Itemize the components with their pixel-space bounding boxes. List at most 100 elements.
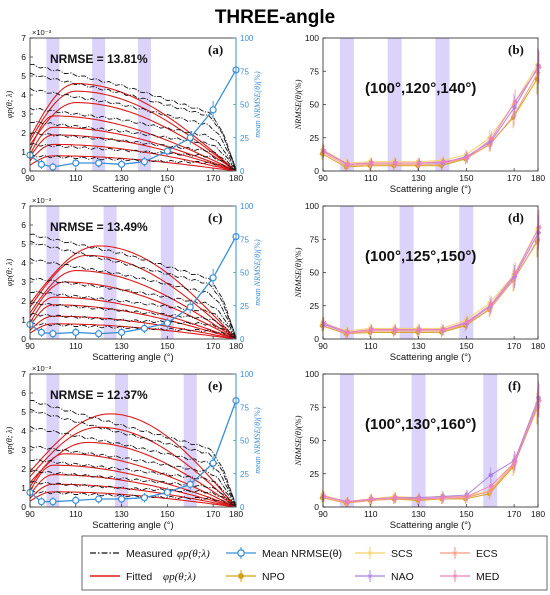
fitted-curve	[29, 102, 237, 172]
nrmse-panel: 0 25 50 75 100 90 110 130 150 170 180 Scattering an…	[293, 369, 545, 531]
measured-curve	[29, 290, 237, 340]
figure-title: THREE-angle	[215, 7, 335, 28]
fitted-curve	[29, 491, 237, 508]
legend-mean-marker	[226, 547, 256, 559]
right-tick-label: 100	[240, 34, 254, 43]
series-point-MED	[417, 327, 423, 333]
fitted-curve	[29, 323, 237, 340]
x-tick-label: 90	[318, 341, 328, 351]
x-tick-label: 170	[206, 173, 220, 183]
fitted-curve	[29, 464, 237, 508]
left-tick-label: 7	[21, 33, 26, 43]
series-point-NAO	[440, 160, 446, 166]
fitted-curve	[29, 453, 237, 508]
right-tick-label: 75	[240, 235, 249, 244]
mean-nrmse-line	[29, 69, 237, 168]
series-point-MED	[393, 327, 399, 333]
left-tick-label: 4	[21, 426, 26, 436]
measured-curve	[29, 154, 237, 171]
x-tick-label: 110	[364, 341, 378, 351]
measured-curve	[29, 322, 237, 339]
right-tick-label: 0	[240, 503, 245, 512]
x-tick-label: 180	[531, 509, 545, 519]
left-y-axis-label: φp(θ; λ)	[4, 427, 14, 455]
right-tick-label: 100	[240, 370, 254, 379]
series-point-MED	[488, 483, 494, 489]
measured-curve	[29, 480, 237, 507]
left-y-multiplier: ×10⁻³	[32, 364, 52, 373]
series-line-MED	[323, 400, 540, 503]
mean-nrmse-point	[140, 324, 149, 332]
mean-nrmse-point	[140, 494, 149, 502]
series-point-ECS	[487, 141, 493, 147]
series-point-MED	[369, 327, 375, 333]
measured-curve	[29, 143, 237, 171]
x-tick-label: 130	[411, 173, 425, 183]
nrmse-annotation: NRMSE = 13.49%	[50, 220, 148, 234]
series-point-MED	[464, 493, 470, 499]
series-point-MED	[440, 495, 446, 501]
series-point-MED	[488, 301, 494, 307]
fitted-curve	[29, 115, 237, 172]
series-line-MED	[323, 66, 540, 165]
measured-curve	[29, 233, 237, 339]
left-tick-label: 7	[21, 201, 26, 211]
right-tick-label: 50	[240, 101, 249, 110]
x-tick-label: 110	[364, 509, 378, 519]
fitted-curve	[29, 413, 237, 508]
fitted-curve	[29, 270, 237, 340]
nrmse-y-tick-label: 25	[310, 133, 320, 143]
mean-nrmse-point	[37, 328, 46, 336]
legend-med-marker: ✳	[440, 570, 470, 583]
left-tick-label: 6	[21, 220, 26, 230]
left-y-multiplier: ×10⁻³	[32, 196, 52, 205]
fitted-curve	[29, 483, 237, 508]
legend-measured-label: Measured	[126, 548, 173, 560]
series-line-ECS	[322, 239, 539, 335]
x-tick-label: 170	[507, 509, 521, 519]
left-tick-label: 1	[21, 147, 26, 157]
series-point-MED	[393, 495, 399, 501]
legend-npo-marker	[226, 570, 256, 582]
series-point-MED	[440, 159, 446, 165]
measured-curve	[29, 399, 237, 507]
mean-nrmse-point	[117, 160, 126, 168]
panel-label: (e)	[208, 378, 222, 393]
mean-nrmse-point	[186, 303, 194, 311]
left-tick-label: 6	[21, 52, 26, 62]
mean-nrmse-point	[49, 330, 57, 338]
nrmse-y-axis-label: NRMSE(θ)(%)	[293, 79, 303, 130]
nrmse-y-tick-label: 100	[305, 369, 319, 379]
highlight-band	[387, 38, 402, 171]
series-point-NAO	[488, 472, 494, 478]
legend-nao-marker: ✳	[355, 570, 385, 583]
x-axis-label: Scattering angle (°)	[92, 520, 173, 531]
legend-box	[81, 535, 548, 591]
measured-curve	[29, 425, 237, 508]
right-tick-label: 0	[240, 335, 245, 344]
series-point-MED	[417, 160, 423, 166]
left-tick-label: 2	[21, 464, 26, 474]
fitted-curve	[29, 126, 237, 172]
series-point-ECS	[487, 305, 493, 311]
highlight-band	[339, 38, 354, 171]
svg-text:✳: ✳	[451, 550, 459, 560]
x-tick-label: 90	[318, 509, 328, 519]
nrmse-y-tick-label: 100	[305, 201, 319, 211]
measured-curve	[29, 312, 237, 339]
nrmse-y-tick-label: 50	[310, 100, 320, 110]
left-y-multiplier: ×10⁻³	[32, 28, 52, 37]
measured-curve	[29, 470, 237, 508]
left-tick-label: 3	[21, 277, 26, 287]
left-tick-label: 1	[21, 315, 26, 325]
series-point-MED	[345, 161, 351, 167]
nrmse-axes-box	[322, 373, 539, 508]
highlight-band	[103, 206, 117, 339]
highlight-band	[115, 374, 129, 507]
legend-nao-label: NAO	[391, 571, 414, 583]
fitted-curve	[29, 315, 237, 340]
series-line-NAO	[323, 397, 540, 503]
nrmse-y-axis-label: NRMSE(θ)(%)	[293, 247, 303, 298]
